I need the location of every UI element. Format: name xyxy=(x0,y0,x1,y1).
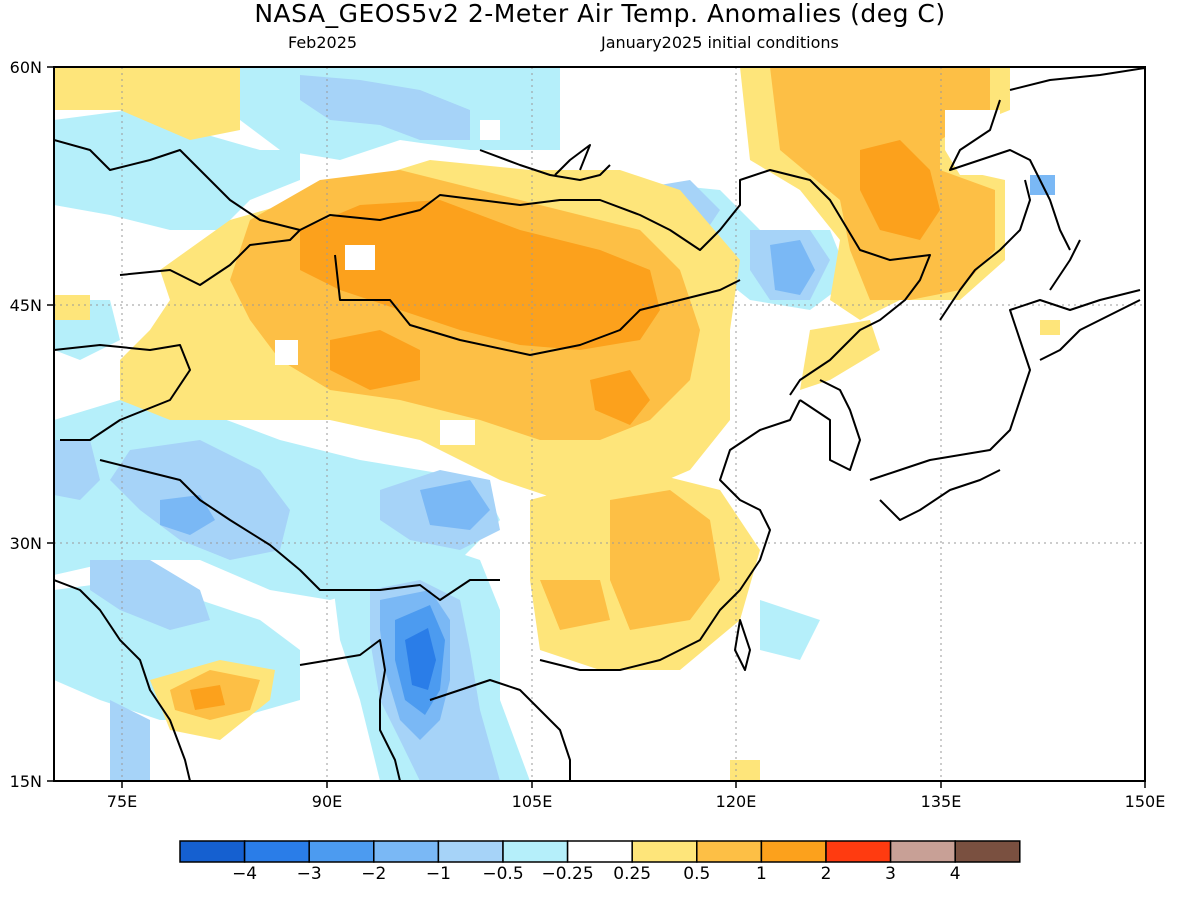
colorbar-label: −1 xyxy=(425,864,451,884)
colorbar-swatch xyxy=(308,840,375,863)
lat-tick-label: 45N xyxy=(10,296,42,315)
colorbar-swatch xyxy=(696,840,763,863)
lon-tick-label: 105E xyxy=(512,792,553,811)
colorbar-label: −4 xyxy=(232,864,258,884)
colorbar-label: 1 xyxy=(755,864,767,884)
colorbar-swatch xyxy=(825,840,892,863)
colorbar-swatch xyxy=(437,840,504,863)
coastlines xyxy=(54,67,1145,781)
lat-tick-label: 60N xyxy=(10,58,42,77)
colorbar-label: −2 xyxy=(361,864,387,884)
forecast-month: Feb2025 xyxy=(288,33,358,52)
colorbar-swatch xyxy=(954,840,1021,863)
colorbar-label: −0.25 xyxy=(541,864,594,884)
colorbar-swatch xyxy=(631,840,698,863)
colorbar-swatch xyxy=(373,840,440,863)
lon-tick-label: 120E xyxy=(716,792,757,811)
colorbar-swatch xyxy=(566,840,633,863)
lon-tick-label: 150E xyxy=(1125,792,1166,811)
colorbar-swatch xyxy=(760,840,827,863)
colorbar xyxy=(179,840,1021,863)
lon-tick-label: 135E xyxy=(921,792,962,811)
colorbar-label: −3 xyxy=(296,864,322,884)
colorbar-label: 4 xyxy=(949,864,961,884)
anomaly-dark-orange xyxy=(190,140,940,710)
colorbar-swatch xyxy=(179,840,246,863)
lat-tick-label: 15N xyxy=(10,772,42,791)
colorbar-label: 0.5 xyxy=(683,864,711,884)
lon-tick-label: 90E xyxy=(312,792,342,811)
anomaly-deep-blue xyxy=(405,628,436,690)
map-title: NASA_GEOS5v2 2-Meter Air Temp. Anomalies… xyxy=(254,0,946,28)
graticule xyxy=(54,67,1145,781)
colorbar-label: 2 xyxy=(820,864,832,884)
colorbar-swatch xyxy=(889,840,956,863)
colorbar-label: 3 xyxy=(885,864,897,884)
initial-conditions-label: January2025 initial conditions xyxy=(601,33,839,52)
colorbar-label: −0.5 xyxy=(482,864,524,884)
axis-ticks xyxy=(47,66,1146,788)
colorbar-swatch xyxy=(243,840,310,863)
lat-tick-label: 30N xyxy=(10,534,42,553)
map-frame xyxy=(53,66,1146,782)
lon-tick-label: 75E xyxy=(107,792,137,811)
colorbar-label: 0.25 xyxy=(613,864,652,884)
colorbar-swatch xyxy=(502,840,569,863)
